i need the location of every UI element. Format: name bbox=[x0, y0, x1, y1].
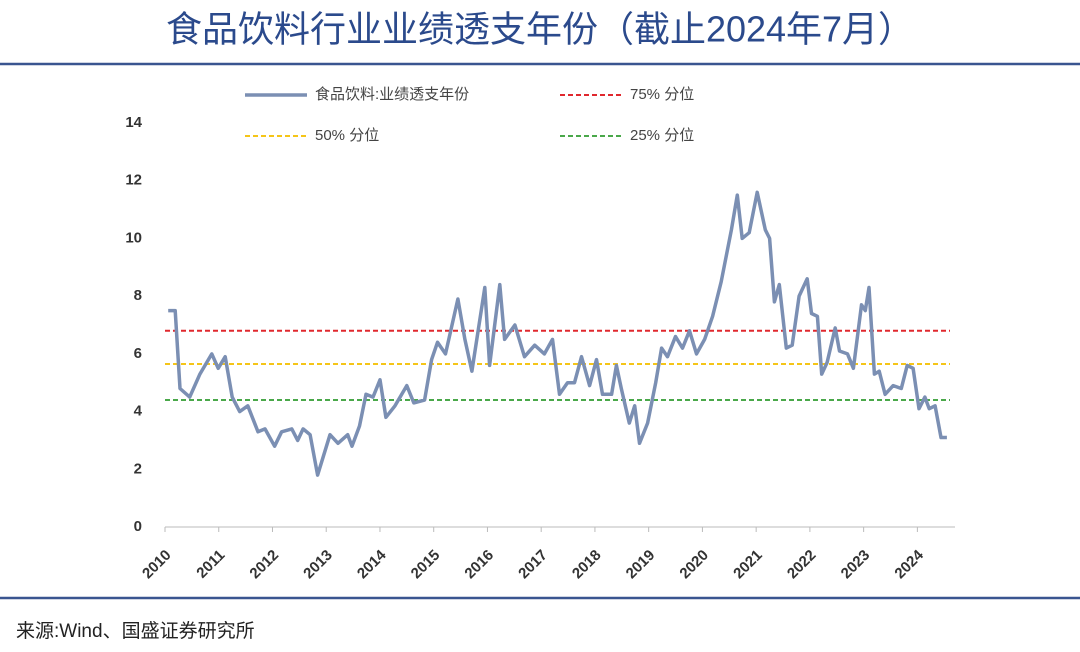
y-tick-label: 4 bbox=[134, 403, 143, 420]
x-tick-label: 2020 bbox=[676, 547, 712, 583]
x-tick-label: 2022 bbox=[784, 547, 820, 583]
x-tick-label: 2024 bbox=[891, 546, 927, 582]
x-tick-label: 2017 bbox=[515, 547, 551, 583]
legend-label: 75% 分位 bbox=[630, 86, 694, 103]
x-tick-label: 2010 bbox=[139, 547, 175, 583]
source: 来源:Wind、国盛证券研究所 bbox=[16, 620, 255, 642]
x-tick-label: 2014 bbox=[354, 546, 390, 582]
y-tick-label: 6 bbox=[134, 345, 142, 362]
y-tick-label: 0 bbox=[134, 518, 142, 535]
legend-label: 食品饮料:业绩透支年份 bbox=[315, 86, 469, 103]
x-tick-label: 2012 bbox=[246, 547, 282, 583]
chart-title: 食品饮料行业业绩透支年份（截止2024年7月） bbox=[166, 9, 914, 50]
x-tick-label: 2015 bbox=[408, 547, 444, 583]
legend-label: 50% 分位 bbox=[315, 127, 379, 144]
x-tick-label: 2019 bbox=[623, 547, 659, 583]
x-tick-label: 2011 bbox=[193, 547, 228, 582]
y-tick-label: 14 bbox=[125, 114, 142, 131]
x-tick-label: 2013 bbox=[300, 547, 336, 583]
x-tick-label: 2021 bbox=[730, 547, 766, 583]
x-tick-label: 2018 bbox=[569, 547, 605, 583]
y-tick-label: 12 bbox=[125, 172, 142, 189]
x-tick-label: 2023 bbox=[838, 547, 874, 583]
y-tick-label: 10 bbox=[125, 229, 142, 246]
y-tick-label: 8 bbox=[134, 287, 142, 304]
data-line bbox=[168, 190, 947, 477]
x-tick-label: 2016 bbox=[461, 547, 497, 583]
legend-label: 25% 分位 bbox=[630, 127, 694, 144]
y-tick-label: 2 bbox=[134, 460, 142, 477]
